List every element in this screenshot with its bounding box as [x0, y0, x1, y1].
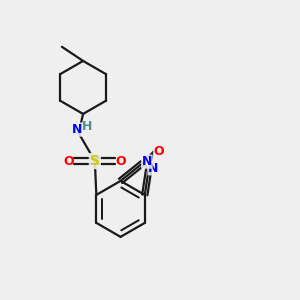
Text: H: H — [82, 120, 93, 133]
Text: S: S — [90, 154, 100, 168]
Text: O: O — [64, 154, 74, 167]
Text: O: O — [116, 154, 126, 167]
Text: N: N — [148, 162, 158, 175]
Text: N: N — [72, 123, 83, 136]
Text: N: N — [142, 155, 152, 168]
Text: O: O — [154, 145, 164, 158]
